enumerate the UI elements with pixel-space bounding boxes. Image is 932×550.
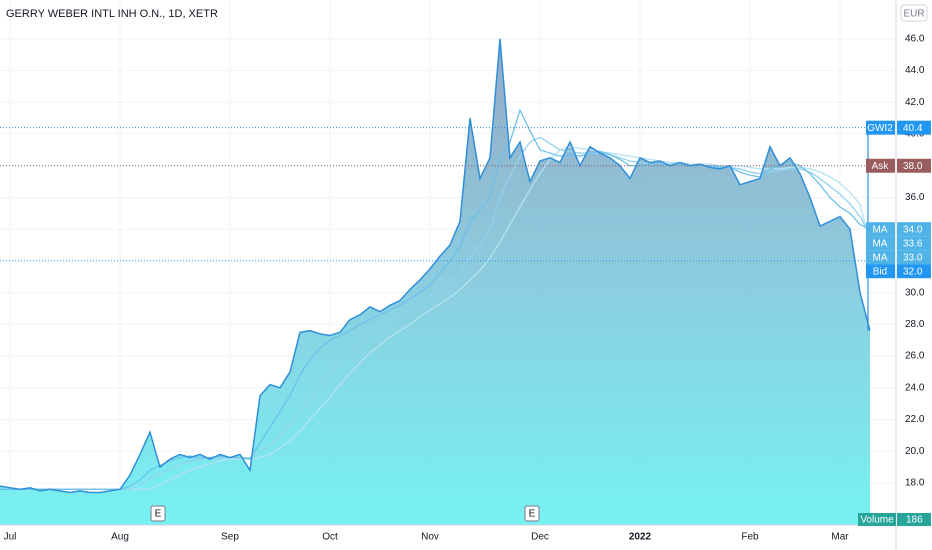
y-tick-label: 24.0 bbox=[905, 382, 925, 393]
value-box-label: 40.4 bbox=[903, 123, 923, 134]
name-box-label: MA bbox=[873, 252, 888, 263]
chart-title: GERRY WEBER INTL INH O.N., 1D, XETR bbox=[6, 8, 218, 20]
name-box bbox=[866, 222, 895, 237]
value-box bbox=[897, 250, 931, 265]
volume-name: Volume bbox=[860, 515, 894, 526]
y-tick-label: 20.0 bbox=[905, 446, 925, 457]
y-tick-label: 26.0 bbox=[905, 351, 925, 362]
y-tick-label: 46.0 bbox=[905, 34, 925, 45]
event-label: E bbox=[529, 509, 536, 520]
event-label: E bbox=[155, 509, 162, 520]
name-box-label: MA bbox=[873, 224, 888, 235]
x-tick-label: Sep bbox=[221, 532, 239, 543]
value-box bbox=[897, 264, 931, 279]
value-box bbox=[897, 158, 931, 173]
y-tick-label: 44.0 bbox=[905, 65, 925, 76]
value-box bbox=[897, 120, 931, 135]
x-tick-label: Jul bbox=[4, 532, 17, 543]
name-box-label: MA bbox=[873, 238, 888, 249]
x-tick-label: Dec bbox=[531, 532, 549, 543]
value-box-label: 33.0 bbox=[903, 252, 923, 263]
y-tick-label: 18.0 bbox=[905, 478, 925, 489]
value-box-label: 34.0 bbox=[903, 224, 923, 235]
x-tick-label: Mar bbox=[831, 532, 849, 543]
currency: EUR bbox=[903, 9, 924, 20]
value-box-label: 33.6 bbox=[903, 238, 923, 249]
x-tick-label: Aug bbox=[111, 532, 129, 543]
value-box-label: 32.0 bbox=[903, 266, 923, 277]
x-tick-label: Feb bbox=[741, 532, 759, 543]
y-tick-label: 42.0 bbox=[905, 97, 925, 108]
volume-name-box bbox=[858, 513, 896, 526]
moving-average-line bbox=[0, 136, 871, 490]
name-box-label: Bid bbox=[873, 266, 887, 277]
x-tick-label: 2022 bbox=[629, 532, 652, 543]
x-tick-label: Nov bbox=[421, 532, 439, 543]
name-box bbox=[866, 264, 895, 279]
value-box bbox=[897, 222, 931, 237]
x-tick-label: Oct bbox=[322, 532, 338, 543]
name-box bbox=[866, 250, 895, 265]
y-tick-label: 22.0 bbox=[905, 414, 925, 425]
event-marker[interactable] bbox=[150, 505, 166, 522]
plot bbox=[0, 38, 896, 525]
volume-value: 186 bbox=[906, 515, 923, 526]
volume-value-box bbox=[897, 513, 931, 526]
value-box-label: 38.0 bbox=[903, 161, 923, 172]
name-box bbox=[866, 158, 895, 173]
name-box bbox=[866, 120, 895, 135]
moving-average-line bbox=[0, 146, 871, 490]
labels: 18.0 20.0 22.0 24.0 26.0 28.0 30.0 32.0 34.0 36.0… bbox=[4, 34, 931, 543]
y-tick-label: 30.0 bbox=[905, 287, 925, 298]
name-box-label: Ask bbox=[872, 161, 890, 172]
name-box-label: GWI2 bbox=[867, 123, 893, 134]
price-line bbox=[0, 38, 871, 494]
name-box bbox=[866, 236, 895, 251]
y-tick-label: 36.0 bbox=[905, 192, 925, 203]
event-marker[interactable] bbox=[524, 505, 540, 522]
price-area bbox=[0, 38, 870, 525]
currency-box[interactable] bbox=[900, 4, 928, 22]
y-tick-label: 28.0 bbox=[905, 319, 925, 330]
value-box bbox=[897, 236, 931, 251]
